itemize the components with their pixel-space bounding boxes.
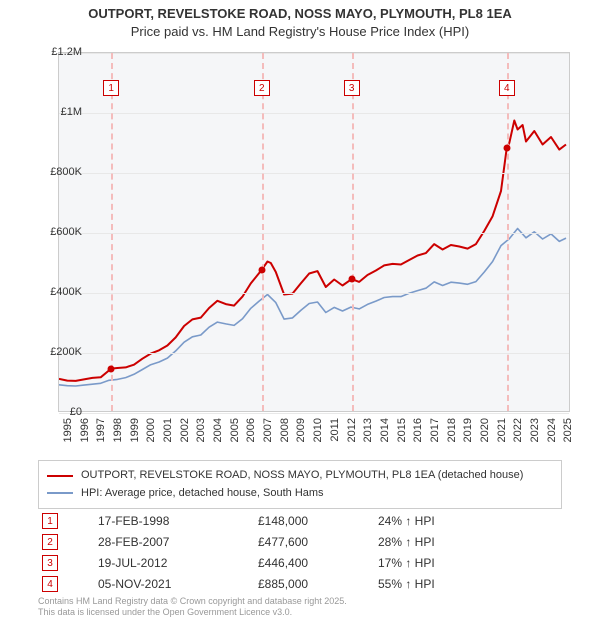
sale-price: £446,400	[258, 556, 358, 570]
y-axis-label: £200K	[42, 346, 82, 358]
y-axis-label: £0	[42, 406, 82, 418]
series-hpi	[59, 229, 566, 387]
sale-price: £148,000	[258, 514, 358, 528]
legend-label: HPI: Average price, detached house, Sout…	[81, 485, 324, 503]
gridline	[59, 173, 569, 174]
sale-date: 19-JUL-2012	[98, 556, 238, 570]
sales-row: 3 19-JUL-2012 £446,400 17% ↑ HPI	[38, 552, 562, 573]
x-axis-label: 2018	[446, 418, 458, 442]
sale-marker-line	[111, 53, 113, 411]
x-axis-label: 2019	[462, 418, 474, 442]
x-axis-label: 2007	[262, 418, 274, 442]
x-axis-label: 1996	[79, 418, 91, 442]
x-axis-label: 2014	[379, 418, 391, 442]
x-axis-label: 2023	[529, 418, 541, 442]
x-axis-label: 2006	[245, 418, 257, 442]
x-axis-label: 2013	[362, 418, 374, 442]
gridline	[59, 233, 569, 234]
series-price_paid	[59, 121, 566, 381]
x-axis-label: 2009	[295, 418, 307, 442]
title-block: OUTPORT, REVELSTOKE ROAD, NOSS MAYO, PLY…	[0, 0, 600, 43]
sales-row: 1 17-FEB-1998 £148,000 24% ↑ HPI	[38, 510, 562, 531]
x-axis-label: 2001	[162, 418, 174, 442]
sale-marker-label: 3	[344, 80, 360, 96]
footer-line: This data is licensed under the Open Gov…	[38, 607, 562, 618]
sale-index-box: 3	[42, 555, 58, 571]
x-axis-label: 2020	[479, 418, 491, 442]
sales-row: 2 28-FEB-2007 £477,600 28% ↑ HPI	[38, 531, 562, 552]
footer-attribution: Contains HM Land Registry data © Crown c…	[38, 596, 562, 618]
y-axis-label: £400K	[42, 286, 82, 298]
x-axis-label: 2000	[145, 418, 157, 442]
chart-area: 1 2 3 4	[58, 52, 570, 412]
gridline	[59, 413, 569, 414]
sale-vs-hpi: 28% ↑ HPI	[378, 535, 498, 549]
sale-price: £885,000	[258, 577, 358, 591]
footer-line: Contains HM Land Registry data © Crown c…	[38, 596, 562, 607]
x-axis-label: 2012	[346, 418, 358, 442]
title-address: OUTPORT, REVELSTOKE ROAD, NOSS MAYO, PLY…	[10, 6, 590, 23]
sale-vs-hpi: 24% ↑ HPI	[378, 514, 498, 528]
sale-date: 17-FEB-1998	[98, 514, 238, 528]
legend-item: OUTPORT, REVELSTOKE ROAD, NOSS MAYO, PLY…	[47, 467, 553, 485]
x-axis-label: 2021	[496, 418, 508, 442]
sale-dot	[108, 365, 115, 372]
gridline	[59, 53, 569, 54]
sale-marker-line	[262, 53, 264, 411]
x-axis-label: 2003	[195, 418, 207, 442]
x-axis-label: 2010	[312, 418, 324, 442]
sales-row: 4 05-NOV-2021 £885,000 55% ↑ HPI	[38, 573, 562, 594]
x-axis-label: 2025	[562, 418, 574, 442]
x-axis-label: 2015	[396, 418, 408, 442]
legend-item: HPI: Average price, detached house, Sout…	[47, 485, 553, 503]
sale-price: £477,600	[258, 535, 358, 549]
gridline	[59, 293, 569, 294]
legend-label: OUTPORT, REVELSTOKE ROAD, NOSS MAYO, PLY…	[81, 467, 523, 485]
gridline	[59, 353, 569, 354]
x-axis-label: 2004	[212, 418, 224, 442]
x-axis-label: 1999	[129, 418, 141, 442]
sale-index-box: 1	[42, 513, 58, 529]
x-axis-label: 2022	[512, 418, 524, 442]
y-axis-label: £1M	[42, 106, 82, 118]
x-axis-label: 1998	[112, 418, 124, 442]
y-axis-label: £1.2M	[42, 46, 82, 58]
sale-vs-hpi: 55% ↑ HPI	[378, 577, 498, 591]
sale-marker-line	[507, 53, 509, 411]
sale-marker-label: 2	[254, 80, 270, 96]
sale-marker-label: 4	[499, 80, 515, 96]
sale-vs-hpi: 17% ↑ HPI	[378, 556, 498, 570]
sale-marker-line	[352, 53, 354, 411]
legend-swatch	[47, 475, 73, 477]
sale-marker-label: 1	[103, 80, 119, 96]
sale-index-box: 2	[42, 534, 58, 550]
x-axis-label: 1995	[62, 418, 74, 442]
gridline	[59, 113, 569, 114]
y-axis-label: £600K	[42, 226, 82, 238]
x-axis-label: 2016	[412, 418, 424, 442]
sale-dot	[348, 276, 355, 283]
chart-container: OUTPORT, REVELSTOKE ROAD, NOSS MAYO, PLY…	[0, 0, 600, 620]
x-axis-label: 1997	[95, 418, 107, 442]
x-axis-label: 2002	[179, 418, 191, 442]
y-axis-label: £800K	[42, 166, 82, 178]
legend: OUTPORT, REVELSTOKE ROAD, NOSS MAYO, PLY…	[38, 460, 562, 509]
sale-dot	[503, 144, 510, 151]
x-axis-label: 2011	[329, 418, 341, 442]
legend-swatch	[47, 492, 73, 494]
sale-date: 05-NOV-2021	[98, 577, 238, 591]
x-axis-label: 2008	[279, 418, 291, 442]
sale-dot	[258, 266, 265, 273]
x-axis-label: 2017	[429, 418, 441, 442]
sales-table: 1 17-FEB-1998 £148,000 24% ↑ HPI 2 28-FEB-200…	[38, 510, 562, 594]
title-subtitle: Price paid vs. HM Land Registry's House …	[10, 24, 590, 41]
x-axis-label: 2024	[546, 418, 558, 442]
sale-index-box: 4	[42, 576, 58, 592]
x-axis-label: 2005	[229, 418, 241, 442]
sale-date: 28-FEB-2007	[98, 535, 238, 549]
